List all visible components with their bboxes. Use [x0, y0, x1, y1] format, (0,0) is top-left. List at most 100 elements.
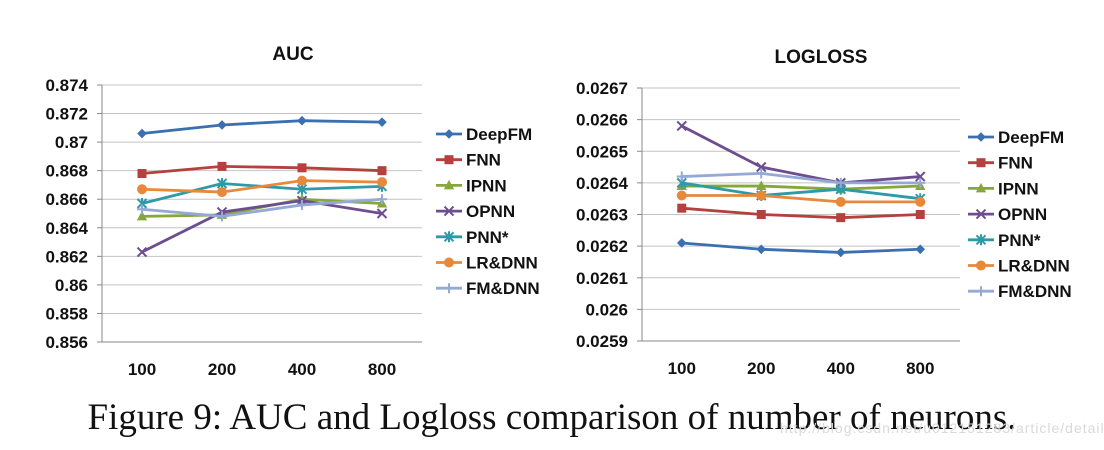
legend-label: DeepFM [998, 128, 1064, 147]
series-line [681, 206, 921, 220]
series-FNN [137, 161, 387, 179]
y-tick-label: 0.0267 [576, 79, 628, 98]
y-tick-label: 0.0266 [576, 111, 628, 130]
legend-marker [443, 179, 455, 190]
watermark: http://blog.csdn.net/u012151283/article/… [780, 420, 1104, 436]
y-tick-label: 0.0263 [576, 206, 628, 225]
data-point [835, 247, 846, 258]
legend-marker [444, 155, 454, 165]
data-point [297, 115, 307, 126]
y-tick-label: 0.858 [45, 304, 88, 323]
series-LR&DNN [137, 175, 387, 198]
legend-marker [444, 129, 454, 139]
x-tick-label: 200 [747, 359, 775, 378]
data-point [756, 161, 767, 173]
legend-entry: IPNN [968, 179, 1039, 198]
series-line [141, 197, 383, 218]
y-tick-label: 0.864 [45, 219, 88, 238]
chart-0: AUC 0.856 0.858 0.86 0.862 0.864 0.866 0.868 0.8… [45, 44, 539, 379]
series-FM&DNN [137, 194, 387, 222]
legend-entry: LR&DNN [968, 257, 1070, 276]
data-point [137, 204, 147, 215]
data-point [835, 196, 846, 207]
legend-entry: FM&DNN [436, 279, 540, 298]
y-tick-label: 0.87 [55, 133, 88, 152]
data-point [217, 211, 227, 222]
legend-entry: OPNN [968, 205, 1047, 224]
legend-marker [444, 283, 454, 294]
legend-entry: DeepFM [436, 125, 532, 144]
data-point [676, 120, 687, 132]
x-tick-label: 200 [208, 360, 236, 379]
data-point [836, 213, 846, 223]
data-point [835, 177, 846, 188]
y-tick-label: 0.856 [45, 333, 88, 352]
legend-label: LR&DNN [998, 257, 1070, 276]
legend-entry: FNN [968, 154, 1033, 173]
data-point [676, 171, 687, 182]
y-tick-label: 0.026 [585, 300, 628, 319]
series-OPNN [676, 120, 926, 189]
data-point [756, 210, 766, 219]
series-line [681, 124, 921, 185]
x-tick-label: 800 [368, 360, 396, 379]
data-point [217, 161, 227, 171]
y-tick-label: 0.0259 [576, 332, 628, 351]
data-point [217, 120, 227, 130]
series-LR&DNN [676, 190, 926, 207]
legend-marker [444, 257, 454, 268]
y-tick-label: 0.0265 [576, 142, 628, 161]
series-line [681, 241, 921, 254]
legend-label: FM&DNN [998, 282, 1072, 301]
y-tick-label: 0.0262 [576, 237, 628, 256]
y-tick-label: 0.872 [45, 105, 88, 124]
legend-entry: OPNN [436, 202, 515, 221]
data-point [297, 163, 307, 173]
data-point [376, 208, 388, 219]
series-FNN [677, 203, 925, 223]
legend-label: FNN [466, 151, 501, 170]
data-point [756, 168, 767, 179]
legend-entry: FNN [436, 151, 501, 170]
legend-entry: LR&DNN [436, 254, 538, 273]
data-point [137, 184, 147, 195]
legend-label: LR&DNN [466, 254, 538, 273]
chart-title: AUC [272, 44, 313, 65]
legend-label: PNN* [466, 228, 509, 247]
chart-1: LOGLOSS 0.0259 0.026 0.0261 0.0262 0.0263 0.02… [576, 47, 1072, 378]
data-point [377, 177, 387, 188]
data-point [297, 175, 307, 186]
data-point [136, 246, 148, 258]
legend-marker [976, 158, 986, 168]
legend-label: DeepFM [466, 125, 532, 144]
series-DeepFM [137, 115, 387, 139]
chart-title: LOGLOSS [775, 47, 868, 68]
figure-caption: Figure 9: AUC and Logloss comparison of … [87, 397, 1017, 438]
data-point [377, 194, 387, 205]
data-point [915, 196, 926, 207]
data-point [676, 238, 687, 248]
data-point [915, 177, 926, 188]
data-point [217, 187, 227, 198]
series-line [681, 194, 921, 204]
data-point [297, 199, 307, 210]
data-point [377, 166, 387, 176]
x-tick-label: 100 [128, 360, 156, 379]
legend-marker [975, 182, 987, 193]
legend-entry: FM&DNN [968, 282, 1072, 301]
data-point [377, 117, 387, 127]
y-tick-label: 0.868 [45, 162, 88, 181]
legend-entry: PNN* [968, 231, 1041, 250]
legend-label: PNN* [998, 231, 1041, 250]
legend-entry: DeepFM [968, 128, 1064, 147]
series-PNN* [676, 177, 926, 205]
data-point [677, 203, 687, 213]
legend-label: IPNN [466, 176, 507, 195]
x-tick-label: 400 [827, 359, 855, 378]
legend-marker [975, 234, 987, 246]
data-point [915, 171, 926, 182]
legend-marker [976, 260, 986, 271]
data-point [756, 190, 767, 201]
series-OPNN [136, 195, 388, 258]
